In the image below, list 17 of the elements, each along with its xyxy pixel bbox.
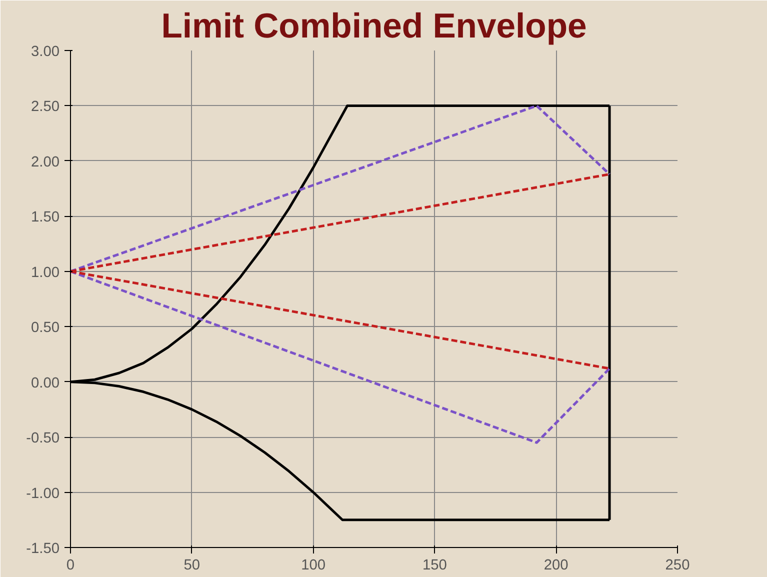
- x-tick-label: 200: [544, 558, 568, 574]
- y-tick-label: -1.00: [26, 486, 60, 502]
- chart-title: Limit Combined Envelope: [161, 8, 587, 46]
- y-tick-label: -1.50: [26, 541, 60, 557]
- y-tick-label: 1.50: [30, 210, 60, 226]
- x-tick-label: 100: [301, 558, 326, 574]
- y-tick-label: 2.00: [30, 154, 60, 170]
- x-tick-label: 250: [665, 558, 690, 574]
- x-tick-label: 50: [184, 558, 200, 574]
- x-tick-label: 0: [66, 558, 75, 574]
- x-tick-label: 150: [422, 558, 447, 574]
- y-tick-label: 2.50: [30, 99, 60, 116]
- y-tick-label: 1.00: [30, 264, 60, 281]
- y-tick-label: -0.50: [26, 430, 60, 447]
- y-tick-label: 3.00: [30, 44, 60, 60]
- y-tick-label: 0.00: [30, 375, 60, 392]
- y-tick-label: 0.50: [30, 320, 60, 336]
